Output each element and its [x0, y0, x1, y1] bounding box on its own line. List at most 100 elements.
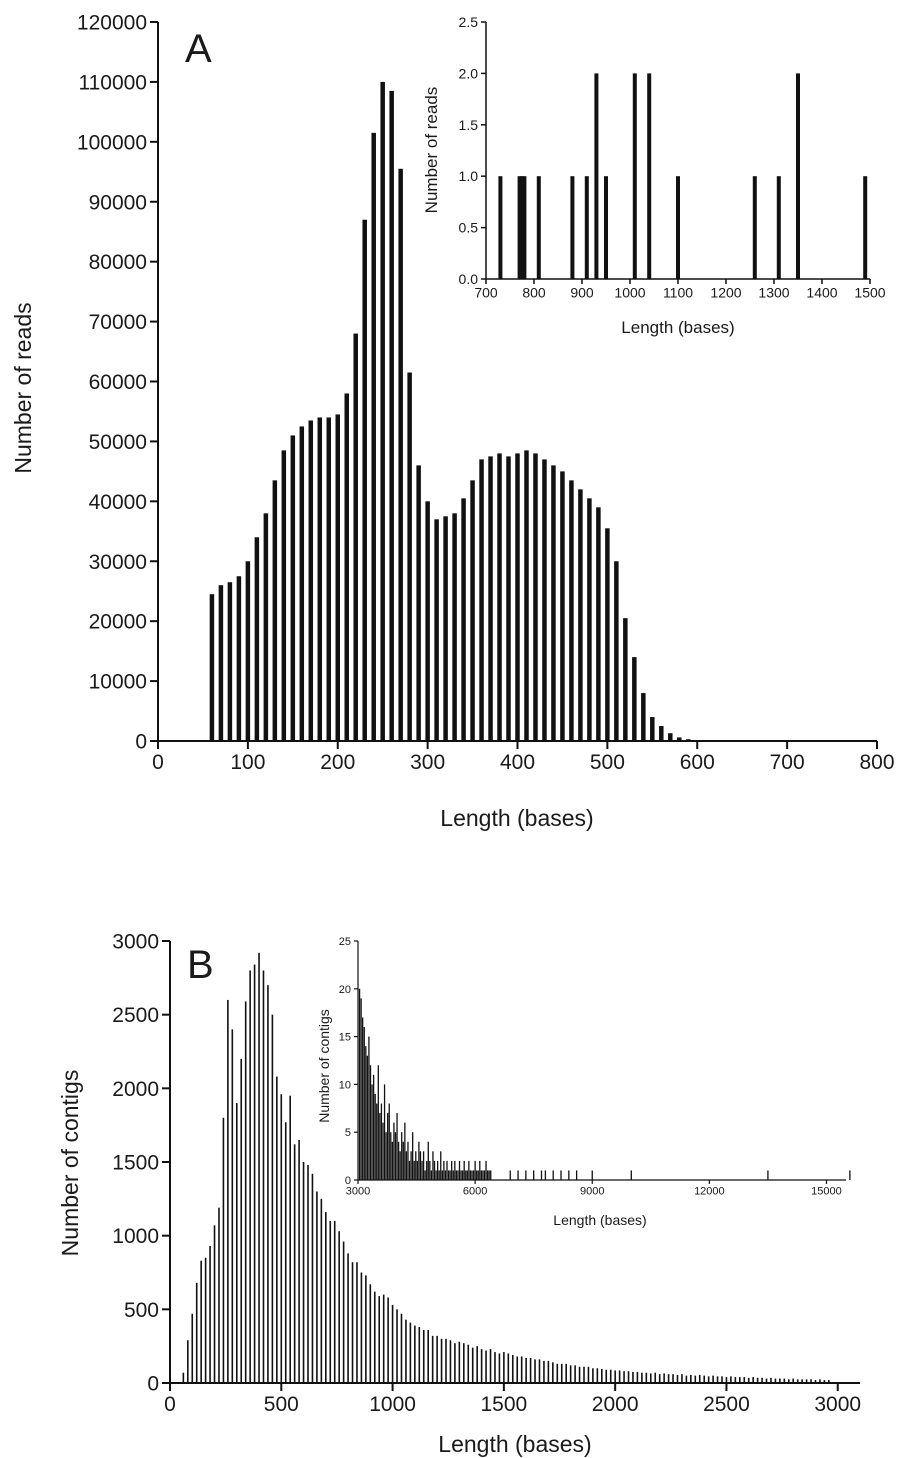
panel-b-inset-bar — [485, 1160, 487, 1180]
panel-a-inset-bar — [570, 176, 575, 279]
panel-a-inset-y-tick-label: 0.5 — [459, 220, 479, 236]
panel-b-main-bar — [195, 1282, 198, 1383]
panel-b-main-bar — [200, 1260, 202, 1383]
panel-b-chart: 0 500 1000 1500 2000 2500 30000500100015002000… — [57, 931, 861, 1457]
panel-b-inset-bar — [474, 1160, 476, 1180]
panel-b-inset-bar — [447, 1170, 450, 1180]
panel-b-main-bar — [805, 1379, 808, 1383]
panel-b-main-bar — [520, 1356, 523, 1383]
panel-b-inset-bar — [360, 998, 362, 1180]
panel-b-main-bar — [463, 1343, 465, 1383]
panel-b-main-bar — [534, 1359, 536, 1383]
panel-b-inset-bar — [366, 1055, 369, 1180]
panel-a-inset-x-tick-label: 1100 — [663, 284, 693, 300]
panel-a-main-bar — [650, 717, 655, 741]
panel-a-main-y-tick-label: 20000 — [89, 611, 147, 634]
panel-a-inset-y-tick-label: 2.0 — [459, 65, 479, 81]
panel-b-main-bar — [298, 1139, 300, 1383]
panel-a-main-bar — [587, 498, 592, 741]
panel-b-main-bar — [814, 1380, 817, 1383]
panel-b-inset-bar — [488, 1170, 490, 1180]
panel-a-main-bar — [335, 414, 340, 741]
panel-b-main-bar — [204, 1257, 207, 1383]
panel-b-inset-bar — [441, 1170, 443, 1180]
panel-a-inset-y-tick-label: 0.0 — [459, 271, 479, 287]
panel-b-inset-bar — [371, 1084, 373, 1180]
panel-b-inset-bar — [401, 1132, 403, 1180]
panel-b-main-bar — [716, 1376, 719, 1383]
panel-b-main-bar — [587, 1366, 590, 1383]
panel-b-main-bar — [333, 1220, 336, 1383]
panel-b-main-bar — [552, 1362, 554, 1383]
panel-b-main-bar — [418, 1327, 421, 1383]
panel-a-inset-bar — [632, 73, 637, 280]
panel-b-inset-plot: 3000 6000 9000 12000 15000 0 5 10 15 20 25 — [339, 936, 851, 1197]
panel-b-main-bar — [316, 1191, 318, 1383]
panel-b-main-bar — [543, 1360, 545, 1383]
panel-a-main-bar — [596, 507, 601, 741]
panel-b-main-bar — [752, 1377, 754, 1383]
panel-b-main-bar — [649, 1373, 652, 1383]
panel-a-main-bar — [488, 456, 493, 741]
panel-b-inset-bar — [449, 1170, 451, 1180]
panel-b-main-bar — [783, 1378, 786, 1383]
panel-b-main-bar — [823, 1380, 826, 1383]
panel-a-main-bar — [389, 90, 394, 741]
panel-b-main-bar — [369, 1284, 372, 1383]
panel-b-inset-y-tick-label: 5 — [345, 1127, 351, 1139]
panel-b-main-bar — [511, 1355, 514, 1383]
panel-b-main-y-tick-label: 1000 — [112, 1225, 159, 1248]
panel-b-inset-bar — [380, 1103, 383, 1180]
panel-b-main-bar — [267, 985, 269, 1383]
panel-a-main-bar — [632, 657, 637, 741]
panel-b-main-bar — [730, 1376, 732, 1383]
panel-b-main-bar — [618, 1370, 621, 1383]
panel-a-main-y-tick-label: 90000 — [89, 191, 147, 214]
panel-b-main-bar — [378, 1296, 381, 1383]
panel-b-inset-bar — [388, 1103, 390, 1180]
panel-b-inset-bar — [433, 1160, 436, 1180]
panel-b-inset-bar — [432, 1151, 434, 1180]
panel-b-inset-bar — [490, 1170, 492, 1180]
panel-a-inset-bar — [517, 176, 522, 279]
panel-b-main-bar — [796, 1379, 799, 1383]
panel-b-inset-bar — [509, 1170, 511, 1180]
panel-b-main-bar — [645, 1372, 648, 1383]
panel-a-main-y-tick-label: 100000 — [77, 131, 147, 154]
panel-b-inset-x-tick-label: 9000 — [580, 1185, 604, 1197]
panel-a-main-y-tick-label: 10000 — [89, 671, 147, 694]
panel-b-inset-bar — [429, 1160, 431, 1180]
panel-a-inset-y-axis-label: Number of reads — [422, 87, 441, 214]
panel-a-inset-bar — [676, 176, 680, 279]
panel-b-main-bar — [676, 1374, 679, 1383]
panel-b-main-bar — [721, 1376, 723, 1383]
panel-b-inset-x-tick-label: 12000 — [694, 1185, 725, 1197]
panel-b-main-bar — [471, 1347, 474, 1383]
panel-b-inset-bar — [408, 1160, 411, 1180]
panel-b-main-bar — [307, 1164, 309, 1383]
panel-b-inset-bar — [440, 1151, 442, 1180]
panel-a-main-bar — [668, 733, 673, 741]
panel-b-main-bar — [770, 1377, 772, 1383]
panel-a-main-bar — [452, 513, 457, 741]
panel-b-inset-bar — [630, 1170, 632, 1180]
panel-b-main-bar — [244, 1001, 247, 1383]
panel-b-inset-bar — [560, 1170, 562, 1180]
panel-b-main-bar — [632, 1371, 634, 1383]
panel-b-main-bar — [231, 1029, 234, 1383]
panel-b-main-x-tick-label: 500 — [264, 1393, 299, 1416]
panel-a-inset-x-tick-label: 900 — [570, 284, 594, 300]
panel-b-inset-bar — [435, 1170, 437, 1180]
panel-b-main-bar — [249, 970, 251, 1383]
panel-b-main-x-tick-label: 2000 — [592, 1393, 639, 1416]
panel-b-inset-bar — [412, 1132, 414, 1180]
panel-b-label: B — [187, 943, 214, 987]
panel-b-main-bar — [431, 1335, 434, 1383]
panel-b-main-bar — [365, 1275, 367, 1383]
panel-a-inset-bar — [584, 176, 589, 279]
panel-b-main-bar — [338, 1231, 340, 1383]
panel-b-main-bar — [756, 1377, 759, 1383]
panel-b-main-bar — [458, 1341, 461, 1383]
panel-b-inset-bar — [426, 1160, 428, 1180]
panel-b-main-bar — [405, 1319, 407, 1383]
